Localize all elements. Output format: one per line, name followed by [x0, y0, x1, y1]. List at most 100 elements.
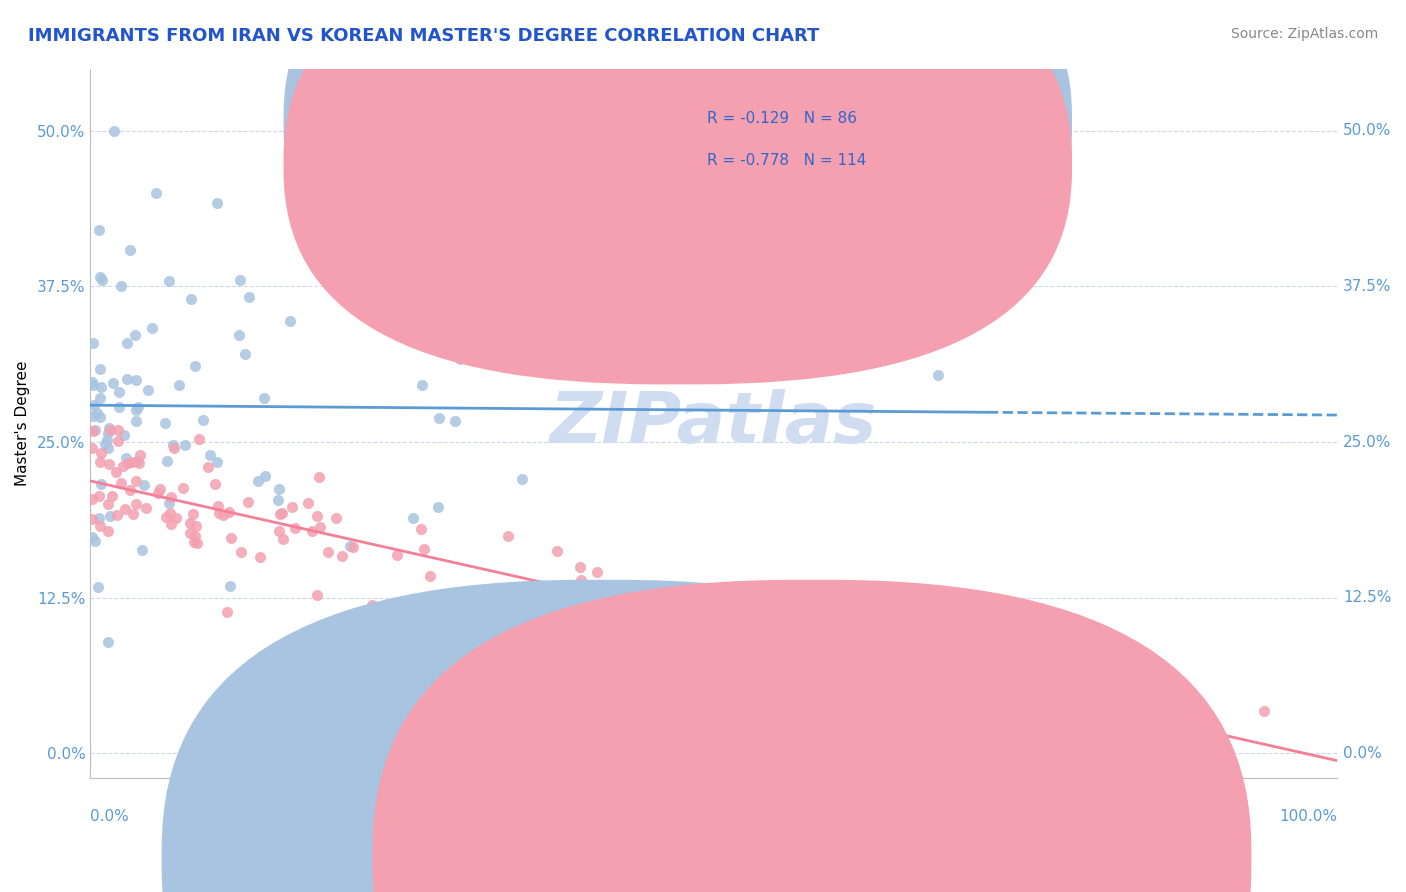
Point: [212, 508, 235, 522]
Point: [846, 646, 869, 660]
Point: [125, 402, 148, 417]
Point: [218, 505, 240, 519]
Point: [82, 424, 104, 438]
Text: R = -0.778   N = 114: R = -0.778 N = 114: [707, 153, 868, 169]
Point: [129, 448, 152, 462]
Point: [165, 511, 187, 525]
Point: [307, 509, 329, 524]
Point: [1057, 698, 1080, 712]
Point: [107, 434, 129, 448]
Point: [439, 600, 461, 615]
Point: [820, 614, 842, 628]
Point: [125, 475, 148, 489]
Point: [155, 510, 177, 524]
Text: 25.0%: 25.0%: [1343, 434, 1392, 450]
Point: [179, 516, 201, 531]
Point: [489, 589, 512, 603]
Point: [219, 579, 242, 593]
Point: [207, 499, 229, 513]
Point: [271, 532, 294, 546]
Point: [97, 457, 120, 471]
Point: [80, 441, 103, 455]
Point: [253, 469, 276, 483]
Point: [683, 640, 706, 655]
Point: [217, 605, 239, 619]
Point: [316, 545, 339, 559]
Point: [112, 459, 135, 474]
Point: [927, 368, 949, 383]
Point: [1057, 677, 1080, 691]
Point: [983, 688, 1005, 702]
Text: R = -0.129   N = 86: R = -0.129 N = 86: [707, 111, 858, 126]
Point: [114, 502, 136, 516]
Point: [169, 378, 191, 392]
Point: [135, 500, 157, 515]
Point: [723, 618, 745, 632]
Point: [125, 373, 148, 387]
Point: [253, 391, 276, 405]
Point: [267, 524, 290, 538]
Point: [115, 451, 138, 466]
Point: [249, 549, 271, 564]
Point: [197, 460, 219, 475]
Point: [238, 494, 260, 508]
Point: [934, 647, 956, 661]
Point: [162, 438, 184, 452]
Point: [97, 497, 120, 511]
Point: [734, 628, 756, 642]
Point: [136, 383, 159, 397]
Point: [586, 565, 609, 579]
Point: [330, 549, 353, 563]
Point: [439, 229, 461, 244]
Text: 100.0%: 100.0%: [1279, 809, 1337, 824]
Point: [110, 475, 132, 490]
Point: [231, 545, 253, 559]
Point: [208, 506, 231, 520]
Point: [1194, 747, 1216, 761]
Point: [96, 433, 118, 447]
Text: Koreans: Koreans: [837, 851, 897, 865]
Point: [160, 490, 183, 504]
Text: 12.5%: 12.5%: [1343, 591, 1392, 606]
Text: Source: ZipAtlas.com: Source: ZipAtlas.com: [1230, 27, 1378, 41]
Point: [402, 511, 425, 525]
Point: [207, 196, 229, 211]
Point: [110, 278, 132, 293]
Point: [284, 520, 307, 534]
Point: [125, 454, 148, 468]
Point: [103, 124, 125, 138]
Point: [89, 519, 111, 533]
Point: [160, 517, 183, 532]
Point: [360, 599, 382, 613]
Point: [1042, 726, 1064, 740]
Point: [97, 441, 120, 455]
Point: [427, 411, 450, 425]
Y-axis label: Master's Degree: Master's Degree: [15, 360, 30, 486]
Point: [301, 524, 323, 538]
Point: [219, 531, 242, 545]
Text: IMMIGRANTS FROM IRAN VS KOREAN MASTER'S DEGREE CORRELATION CHART: IMMIGRANTS FROM IRAN VS KOREAN MASTER'S …: [28, 27, 820, 45]
Point: [174, 438, 197, 452]
Point: [87, 223, 110, 237]
Point: [163, 441, 186, 455]
Point: [90, 380, 112, 394]
Point: [229, 273, 252, 287]
Point: [87, 489, 110, 503]
Point: [98, 423, 121, 437]
Point: [180, 292, 202, 306]
Point: [569, 573, 592, 587]
Point: [128, 456, 150, 470]
Point: [187, 432, 209, 446]
Point: [97, 421, 120, 435]
Point: [89, 270, 111, 285]
Text: ZIPatlas: ZIPatlas: [550, 389, 877, 458]
Point: [409, 523, 432, 537]
FancyBboxPatch shape: [633, 87, 1069, 196]
Point: [96, 426, 118, 441]
Point: [104, 465, 127, 479]
Point: [184, 528, 207, 542]
Point: [510, 472, 533, 486]
Point: [308, 470, 330, 484]
Point: [89, 392, 111, 406]
Point: [89, 409, 111, 424]
